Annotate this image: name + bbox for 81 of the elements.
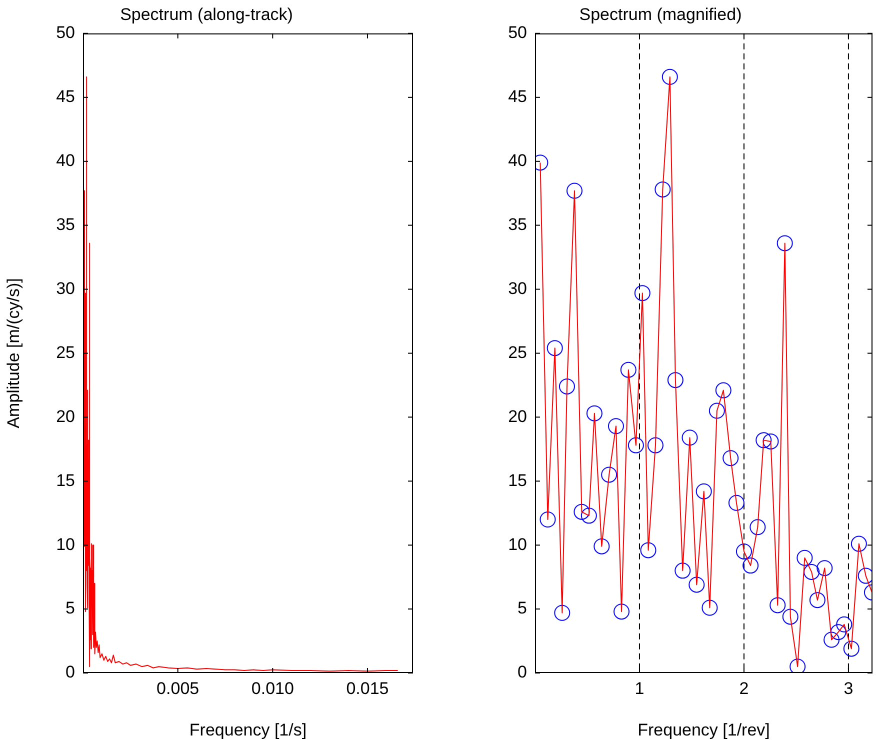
point <box>824 632 840 648</box>
point <box>796 550 813 566</box>
point <box>816 560 833 576</box>
point <box>654 181 671 198</box>
point <box>843 640 860 657</box>
point <box>836 616 852 632</box>
point <box>674 562 691 579</box>
point <box>640 542 656 558</box>
y-tick-label: 25 <box>508 342 527 362</box>
point <box>696 483 712 500</box>
point <box>790 658 806 673</box>
point <box>586 405 602 422</box>
y-tick-label: 5 <box>66 598 75 618</box>
point <box>750 519 766 536</box>
y-tick-label: 40 <box>508 151 527 170</box>
x-tick-label: 0.010 <box>251 678 294 698</box>
y-tick-label: 0 <box>66 662 75 682</box>
point <box>770 597 786 614</box>
point <box>742 558 759 574</box>
y-axis-title: Amplitude [m/(cy/s)] <box>4 278 23 428</box>
point <box>620 362 636 378</box>
point <box>715 382 732 398</box>
point <box>580 508 597 524</box>
x-axis-title: Frequency [1/s] <box>189 720 307 740</box>
y-tick-label: 20 <box>56 406 75 426</box>
y-tick-label: 5 <box>518 598 527 618</box>
point <box>554 604 570 621</box>
x-axis-title: Frequency [1/rev] <box>638 720 770 740</box>
y-tick-label: 20 <box>508 406 527 426</box>
x-tick-label: 3 <box>844 678 854 698</box>
y-tick-label: 25 <box>56 342 75 362</box>
y-tick-label: 45 <box>508 87 527 106</box>
point <box>756 432 772 448</box>
y-tick-label: 35 <box>56 214 75 234</box>
point <box>688 576 705 593</box>
point <box>667 372 684 388</box>
point <box>850 536 867 552</box>
point <box>782 608 798 625</box>
point <box>776 235 793 252</box>
y-tick-label: 15 <box>56 470 75 490</box>
point <box>809 592 826 608</box>
point <box>804 564 820 580</box>
point <box>858 568 872 584</box>
point <box>628 437 644 454</box>
point <box>574 504 590 520</box>
x-tick-label: 0.005 <box>156 678 200 698</box>
point <box>540 511 556 528</box>
point <box>762 433 779 450</box>
point <box>722 450 739 466</box>
point <box>682 430 698 446</box>
point <box>728 494 744 511</box>
point <box>546 340 563 356</box>
y-tick-label: 30 <box>56 278 75 298</box>
point <box>614 604 630 620</box>
point <box>736 543 752 560</box>
y-tick-label: 35 <box>508 214 527 234</box>
y-tick-label: 45 <box>56 87 75 106</box>
y-tick-label: 10 <box>56 534 75 554</box>
y-tick-label: 10 <box>508 534 527 554</box>
point <box>708 402 725 419</box>
y-tick-label: 30 <box>508 278 527 298</box>
y-tick-label: 40 <box>56 151 75 170</box>
point <box>608 418 624 434</box>
point <box>566 182 582 199</box>
point <box>647 437 664 454</box>
point <box>601 466 618 483</box>
y-tick-label: 15 <box>508 470 527 490</box>
x-tick-label: 1 <box>634 678 644 698</box>
y-tick-label: 50 <box>508 23 527 42</box>
point <box>594 538 610 554</box>
y-tick-label: 0 <box>518 662 527 682</box>
x-tick-label: 0.015 <box>346 678 389 698</box>
point <box>558 378 575 394</box>
point <box>702 600 718 616</box>
y-tick-label: 50 <box>56 23 75 42</box>
point <box>830 624 846 640</box>
x-tick-label: 2 <box>739 678 749 698</box>
point <box>634 285 650 302</box>
chart-title: Spectrum (magnified) <box>579 4 742 24</box>
chart-title: Spectrum (along-track) <box>120 4 293 24</box>
point <box>662 68 678 85</box>
